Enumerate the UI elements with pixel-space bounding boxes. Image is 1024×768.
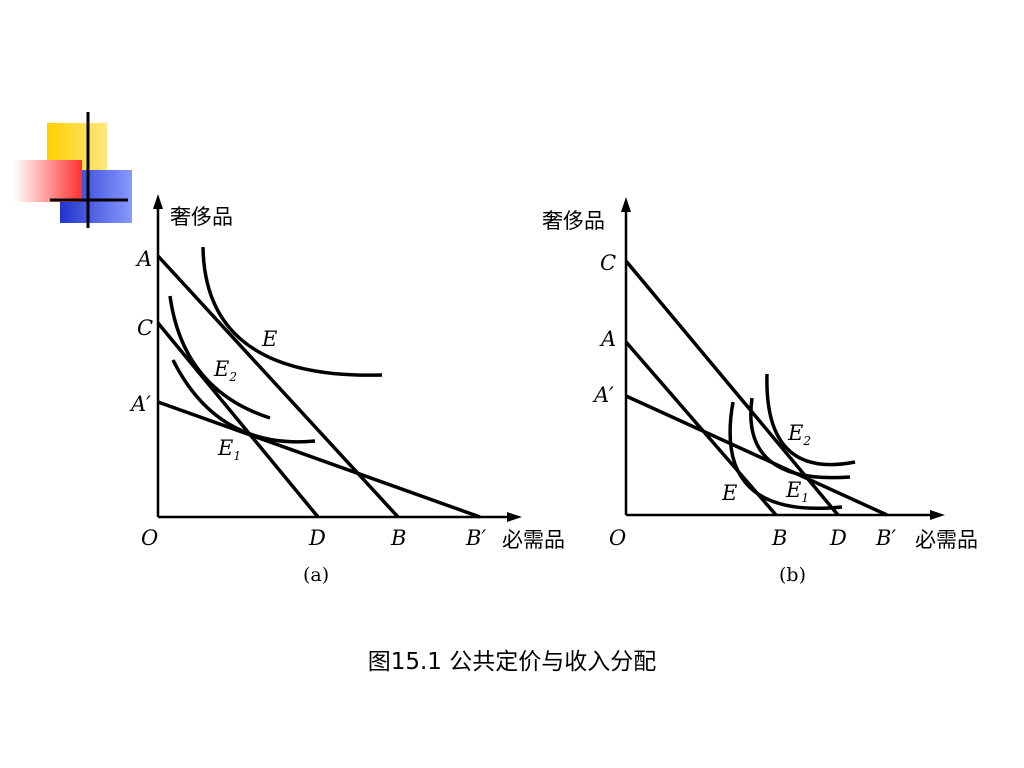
panel-a-point-E2: E2 (213, 357, 237, 384)
panel-a-point-B-prime: B′ (465, 526, 486, 550)
panel-a-point-E1: E1 (217, 436, 241, 463)
panel-a-label: (a) (303, 564, 329, 586)
panel-b-point-B-prime: B′ (875, 526, 896, 550)
panel-b-line-CD (624, 259, 840, 517)
panel-a-x-axis-label: 必需品 (502, 528, 565, 552)
diagram: 奢侈品 必需品 O A C A′ D B B′ E E2 E1 (a) 奢侈品 … (129, 194, 978, 586)
panel-b-line-AprimeBprime (625, 394, 888, 517)
panel-b-indifference-curve-E (728, 401, 843, 510)
panel-b: 奢侈品 必需品 O C A A′ B D B′ E E2 E1 (b) (542, 197, 978, 586)
decorative-corner-graphic (0, 0, 150, 240)
panel-a-point-A-prime: A′ (129, 392, 151, 416)
corner-squares-icon (14, 112, 132, 228)
panel-a-line-AprimeBprime (157, 400, 481, 519)
panel-b-x-axis-label: 必需品 (915, 528, 978, 552)
panel-b-point-E1: E1 (785, 478, 809, 505)
panel-a-y-axis-label: 奢侈品 (170, 205, 233, 229)
panel-a-point-B: B (390, 526, 406, 550)
panel-a-line-CD (156, 321, 320, 519)
panel-a-x-axis-arrow (507, 512, 522, 522)
panel-a-point-C: C (137, 316, 153, 340)
panel-a-indifference-curve-E (201, 246, 383, 377)
panel-b-point-C: C (600, 251, 616, 275)
panel-a-origin-label: O (141, 526, 158, 550)
panel-b-x-axis-arrow (930, 510, 945, 520)
panel-a-indifference-curve-E2 (168, 295, 271, 420)
panel-b-point-E2: E2 (787, 421, 811, 448)
panel-a: 奢侈品 必需品 O A C A′ D B B′ E E2 E1 (a) (129, 194, 565, 586)
panel-b-indifference-curve-E2 (765, 373, 856, 467)
panel-b-point-D: D (829, 526, 847, 550)
panel-b-y-axis-label: 奢侈品 (542, 209, 605, 233)
panel-b-y-axis-arrow (621, 197, 631, 212)
panel-b-point-A: A (599, 327, 616, 351)
panel-b-point-A-prime: A′ (592, 383, 614, 407)
figure-caption: 图15.1 公共定价与收入分配 (367, 649, 657, 675)
panel-a-point-D: D (308, 526, 326, 550)
panel-b-point-E: E (721, 481, 737, 505)
panel-b-point-B: B (771, 526, 787, 550)
panel-a-point-A: A (135, 247, 152, 271)
panel-a-line-AB (156, 254, 400, 519)
panel-a-y-axis-arrow (153, 194, 163, 209)
panel-b-origin-label: O (609, 526, 626, 550)
panel-a-point-E: E (261, 327, 277, 351)
panel-a-indifference-curve-E1 (171, 359, 316, 444)
panel-b-label: (b) (779, 564, 806, 586)
panel-b-indifference-curve-E1 (749, 397, 851, 480)
